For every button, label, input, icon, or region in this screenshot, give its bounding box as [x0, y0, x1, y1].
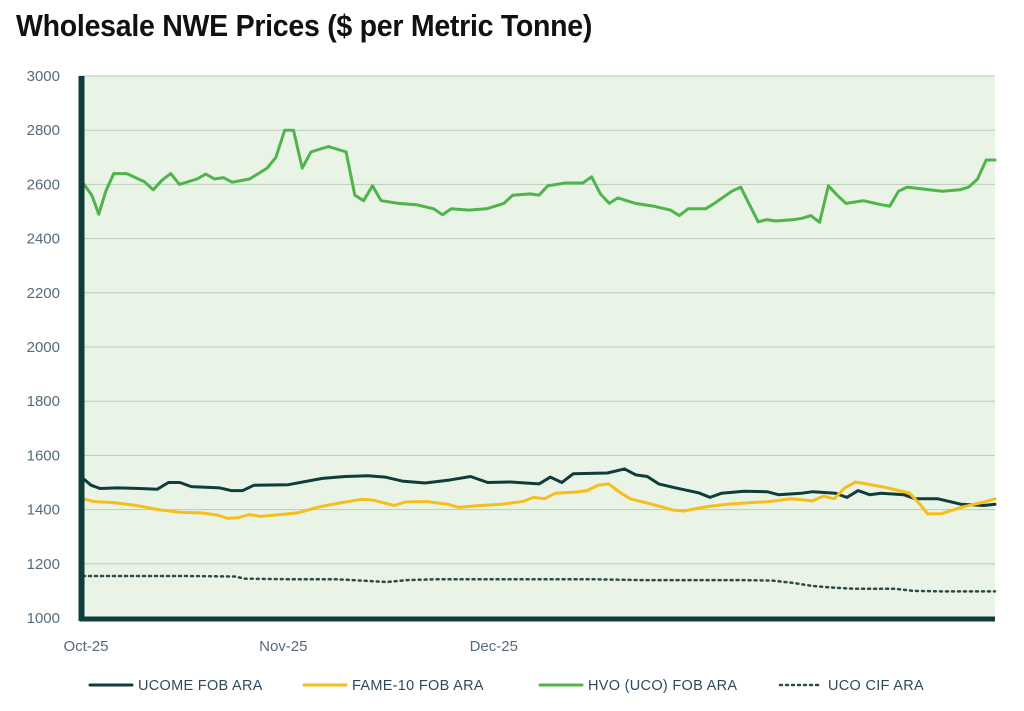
y-tick-label: 2800 [27, 122, 60, 139]
y-axis-ticks: 1000 1200 1400 1600 1800 2000 2200 2400 2600 2800… [27, 68, 60, 627]
y-tick-label: 2400 [27, 231, 60, 248]
legend-label: UCO CIF ARA [828, 678, 924, 694]
series-group [81, 128, 997, 593]
series-line-hvo-uco-fob-ara [81, 128, 997, 224]
y-tick-label: 1600 [27, 447, 60, 464]
y-tick-label: 2000 [27, 339, 60, 356]
series-line-fame-10-fob-ara [81, 480, 997, 520]
y-tick-label: 1000 [27, 610, 60, 627]
y-tick-label: 2600 [27, 176, 60, 193]
y-tick-label: 1200 [27, 556, 60, 573]
chart-title: Wholesale NWE Prices ($ per Metric Tonne… [16, 8, 593, 43]
x-axis-ticks: Oct-25 Nov-25 Dec-25 [63, 638, 517, 655]
grid-lines [80, 75, 995, 565]
legend-label: HVO (UCO) FOB ARA [588, 678, 737, 694]
y-tick-label: 2200 [27, 285, 60, 302]
x-tick-label: Dec-25 [470, 638, 518, 655]
x-tick-label: Nov-25 [259, 638, 307, 655]
legend-label: FAME-10 FOB ARA [352, 678, 484, 694]
series-line-uco-cif-ara [81, 574, 997, 593]
axes [78, 76, 995, 622]
legend-label: UCOME FOB ARA [138, 678, 263, 694]
y-tick-label: 1400 [27, 502, 60, 519]
y-tick-label: 3000 [27, 68, 60, 85]
x-tick-label: Oct-25 [63, 638, 108, 655]
series-line-ucome-fob-ara [81, 467, 997, 507]
y-tick-label: 1800 [27, 393, 60, 410]
legend: UCOME FOB ARA FAME-10 FOB ARA HVO (UCO) FO… [88, 678, 924, 694]
